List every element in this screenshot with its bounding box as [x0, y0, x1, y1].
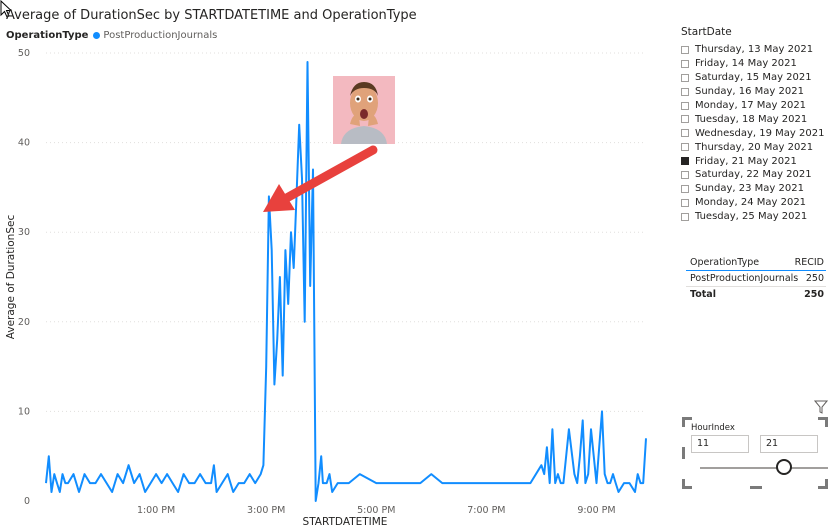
- checkbox-icon[interactable]: [681, 212, 689, 221]
- shocked-face-photo: [333, 76, 395, 144]
- slicer-item-label: Thursday, 13 May 2021: [695, 44, 814, 56]
- resize-handle-left[interactable]: [682, 447, 685, 459]
- slicer-item-label: Monday, 17 May 2021: [695, 100, 807, 111]
- hourindex-slider-track[interactable]: [700, 467, 828, 469]
- slicer-item[interactable]: Thursday, 13 May 2021: [681, 43, 826, 57]
- y-tick-label: 50: [18, 48, 30, 59]
- checkbox-icon[interactable]: [681, 115, 689, 124]
- resize-handle-top-left[interactable]: [682, 417, 692, 427]
- checkbox-icon[interactable]: [681, 157, 689, 166]
- table-cell-recid: 250: [805, 273, 824, 284]
- slicer-item[interactable]: Saturday, 15 May 2021: [681, 71, 826, 85]
- slicer-item-label: Friday, 14 May 2021: [695, 58, 797, 70]
- y-tick-label: 40: [18, 138, 30, 149]
- checkbox-icon[interactable]: [681, 184, 689, 193]
- slicer-item[interactable]: Thursday, 20 May 2021: [681, 140, 826, 154]
- table-total-row: Total 250: [686, 287, 826, 302]
- slicer-item[interactable]: Wednesday, 19 May 2021: [681, 126, 826, 140]
- legend-marker: [93, 32, 101, 39]
- slicer-item-label: Tuesday, 25 May 2021: [695, 211, 808, 223]
- y-tick-label: 0: [24, 496, 30, 507]
- table-cell-operation: PostProductionJournals: [690, 273, 799, 284]
- slicer-item-label: Tuesday, 18 May 2021: [695, 113, 808, 125]
- checkbox-icon[interactable]: [681, 59, 689, 68]
- hourindex-slider-thumb[interactable]: [776, 459, 792, 475]
- x-tick-label: 5:00 PM: [357, 505, 395, 516]
- x-axis-label: STARTDATETIME: [303, 516, 388, 528]
- slicer-item-label: Friday, 21 May 2021: [695, 155, 797, 167]
- slicer-item[interactable]: Tuesday, 25 May 2021: [681, 210, 826, 224]
- resize-handle-bottom-left[interactable]: [682, 479, 692, 489]
- table-total-label: Total: [690, 289, 716, 300]
- slicer-item[interactable]: Friday, 14 May 2021: [681, 57, 826, 71]
- red-arrow-annotation: [263, 145, 378, 212]
- slicer-item-label: Saturday, 22 May 2021: [695, 169, 812, 181]
- slicer-item[interactable]: Monday, 17 May 2021: [681, 99, 826, 113]
- table-header: OperationType RECID: [686, 254, 826, 271]
- slicer-title: StartDate: [681, 26, 732, 38]
- cursor-icon: [0, 0, 13, 18]
- resize-handle-bottom[interactable]: [750, 486, 762, 489]
- slicer-item-label: Wednesday, 19 May 2021: [695, 127, 825, 139]
- table-col-recid[interactable]: RECID: [794, 256, 824, 268]
- x-tick-label: 7:00 PM: [467, 505, 505, 516]
- chart-legend: OperationType PostProductionJournals: [6, 30, 217, 41]
- slicer-item[interactable]: Friday, 21 May 2021: [681, 154, 826, 168]
- y-tick-label: 30: [18, 227, 30, 238]
- y-tick-label: 10: [18, 406, 30, 417]
- hourindex-max-input[interactable]: 21: [760, 435, 818, 453]
- checkbox-icon[interactable]: [681, 129, 689, 138]
- hourindex-slicer: HourIndex 11 21: [682, 417, 828, 489]
- series-line: [45, 61, 647, 502]
- resize-handle-top-right[interactable]: [818, 417, 828, 427]
- slicer-item[interactable]: Saturday, 22 May 2021: [681, 168, 826, 182]
- checkbox-icon[interactable]: [681, 101, 689, 110]
- legend-item[interactable]: PostProductionJournals: [103, 30, 218, 41]
- filter-icon[interactable]: [814, 400, 828, 414]
- line-chart: 0 10 20 30 40 50 1:00 PM 3:00 PM 5:00 PM 7:00 PM 9…: [5, 48, 647, 528]
- hourindex-title: HourIndex: [691, 423, 735, 433]
- table-col-operationtype[interactable]: OperationType: [690, 256, 760, 268]
- checkbox-icon[interactable]: [681, 143, 689, 152]
- resize-handle-bottom-right[interactable]: [818, 479, 828, 489]
- x-tick-label: 1:00 PM: [137, 505, 175, 516]
- slicer-item-label: Monday, 24 May 2021: [695, 197, 807, 209]
- startdate-slicer: StartDate Thursday, 13 May 2021 Friday, 1…: [681, 26, 826, 224]
- chart-title: Average of DurationSec by STARTDATETIME …: [6, 8, 417, 23]
- slicer-item-label: Saturday, 15 May 2021: [695, 72, 812, 84]
- checkbox-icon[interactable]: [681, 170, 689, 179]
- legend-title: OperationType: [6, 30, 89, 41]
- slicer-item-label: Thursday, 20 May 2021: [695, 141, 814, 153]
- y-axis-label: Average of DurationSec: [5, 215, 17, 340]
- table-total-value: 250: [804, 289, 824, 300]
- table-row: PostProductionJournals 250: [686, 271, 826, 287]
- checkbox-icon[interactable]: [681, 45, 689, 54]
- slicer-item[interactable]: Monday, 24 May 2021: [681, 196, 826, 210]
- slicer-item[interactable]: Sunday, 16 May 2021: [681, 85, 826, 99]
- slicer-item[interactable]: Tuesday, 18 May 2021: [681, 112, 826, 126]
- slicer-item[interactable]: Sunday, 23 May 2021: [681, 182, 826, 196]
- x-tick-label: 9:00 PM: [577, 505, 615, 516]
- checkbox-icon[interactable]: [681, 198, 689, 207]
- checkbox-icon[interactable]: [681, 87, 689, 96]
- y-tick-label: 20: [18, 317, 30, 328]
- slicer-item-label: Sunday, 16 May 2021: [695, 86, 804, 98]
- hourindex-min-input[interactable]: 11: [691, 435, 749, 453]
- recid-table: OperationType RECID PostProductionJourna…: [686, 254, 826, 302]
- checkbox-icon[interactable]: [681, 73, 689, 82]
- x-tick-label: 3:00 PM: [247, 505, 285, 516]
- slicer-item-label: Sunday, 23 May 2021: [695, 183, 804, 195]
